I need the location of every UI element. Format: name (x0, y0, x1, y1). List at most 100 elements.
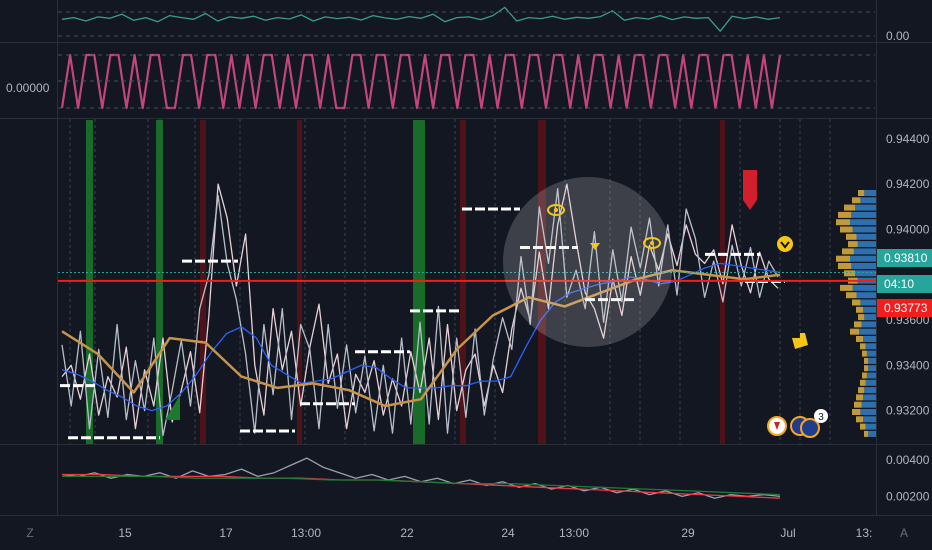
volume-profile-bar (860, 197, 876, 204)
volume-profile-bar (863, 394, 876, 401)
canada-flag-glyph (774, 422, 780, 430)
price-badge (877, 275, 932, 293)
highlight-band (297, 120, 302, 444)
volume-profile-bar (853, 248, 876, 255)
down-triangle-icon (590, 243, 600, 250)
volume-profile-bar (864, 190, 876, 196)
volume-profile-bar (848, 241, 858, 248)
volume-profile-bar (864, 387, 876, 394)
volume-profile-bar (858, 314, 865, 321)
event-count-text: 3 (818, 412, 824, 423)
time-axis-label: 13:00 (559, 526, 589, 540)
volume-profile-bar (838, 211, 852, 218)
eye-icon (547, 204, 565, 216)
volume-profile-bar (858, 387, 865, 394)
price-axis-label: 0.00 (886, 29, 910, 43)
price-badge-label: 0.93810 (884, 251, 928, 265)
volume-profile-bar (838, 263, 852, 269)
volume-profile-bar (844, 270, 856, 277)
volume-profile-bar (856, 292, 876, 299)
price-badge (877, 299, 932, 317)
highlight-band (86, 120, 93, 444)
volume-profile-bar (860, 379, 866, 386)
volume-profile-bar (857, 241, 876, 248)
volume-profile-bar (851, 263, 876, 269)
time-axis-label: 13: (856, 526, 873, 540)
axes: 0.000.000000.944000.942000.940000.936000… (6, 29, 932, 540)
corner-left-label[interactable]: Z (26, 526, 33, 540)
volume-profile-bar (852, 197, 861, 204)
series-line-3-2 (62, 475, 781, 496)
volume-profile-bar (840, 226, 853, 233)
volume-profile-bar (842, 248, 854, 255)
volume-profile-bar (836, 255, 850, 262)
volume-profile-bar (864, 357, 869, 364)
highlight-band (200, 120, 206, 444)
volume-profile-bar (862, 372, 867, 379)
volume-profile-bar (862, 350, 867, 357)
volume-profile-bar (859, 328, 876, 335)
series-line-0-0 (61, 6, 781, 32)
time-axis-label: 13:00 (291, 526, 321, 540)
up-marker-icon (165, 395, 180, 420)
flag-marker-icon (743, 170, 757, 210)
volume-profile-bar (865, 379, 876, 386)
australia-flag-icon (800, 418, 820, 438)
time-axis-label: 29 (681, 526, 695, 540)
price-axis-label: 0.93400 (886, 358, 930, 372)
volume-profile-bar (854, 401, 862, 408)
corner-right-label[interactable]: A (900, 526, 908, 540)
panel-indicator-square (58, 53, 875, 110)
panel-lines (58, 6, 875, 499)
price-axis-label: 0.93200 (886, 404, 930, 418)
volume-profile-bar (864, 365, 869, 372)
volume-profile-bar (856, 336, 863, 342)
price-axis-label: 0.94000 (886, 222, 930, 236)
volume-profile-bar (861, 321, 876, 328)
series-line-2-0 (61, 183, 779, 430)
volume-profile-bar (858, 190, 865, 196)
volume-profile-bar (861, 401, 876, 408)
volume-profile-bar (865, 343, 876, 350)
volume-profile-bar (850, 328, 860, 335)
highlight-band (156, 120, 163, 444)
time-axis-label: 22 (400, 526, 414, 540)
panel-indicator-top (58, 6, 875, 37)
volume-profile-bar (850, 255, 876, 262)
highlight-band (538, 120, 546, 444)
event-count-badge (814, 409, 828, 423)
volume-profile-bar (866, 350, 876, 357)
panel-indicator-bottom (61, 457, 781, 499)
time-axis-label: 15 (118, 526, 132, 540)
volume-profile-bar (864, 314, 876, 321)
volume-profile-bar (856, 306, 863, 313)
volume-profile-bar (866, 372, 876, 379)
volume-profile-bar (868, 430, 876, 437)
volume-profile-bar (850, 219, 876, 226)
overlays: 3 (58, 170, 876, 440)
eye-icon-pupil (554, 208, 558, 212)
highlight-band (460, 120, 466, 444)
volume-profile-bar (864, 430, 869, 437)
price-badge (877, 249, 932, 267)
volume-profile-bar (865, 423, 876, 430)
volume-profile (836, 190, 876, 437)
volume-profile-bar (856, 394, 863, 401)
arrow-circle-glyph (780, 241, 790, 249)
volume-profile-bar (844, 204, 856, 211)
indicator-axis-label: 0.00400 (886, 453, 930, 467)
series-line-2-2 (61, 262, 781, 412)
time-axis-label: 17 (219, 526, 233, 540)
time-axis-label: 24 (501, 526, 515, 540)
volume-profile-bar (846, 292, 857, 299)
price-axis-label: 0.94200 (886, 177, 930, 191)
price-badge-label: 04:10 (884, 277, 914, 291)
volume-profile-bar (852, 226, 876, 233)
volume-profile-bar (852, 284, 876, 291)
volume-profile-bar (856, 233, 876, 240)
arrow-circle-icon (777, 236, 793, 252)
volume-profile-bar (840, 284, 853, 291)
volume-profile-bar (860, 343, 866, 350)
price-axis-label: 0.94400 (886, 132, 930, 146)
